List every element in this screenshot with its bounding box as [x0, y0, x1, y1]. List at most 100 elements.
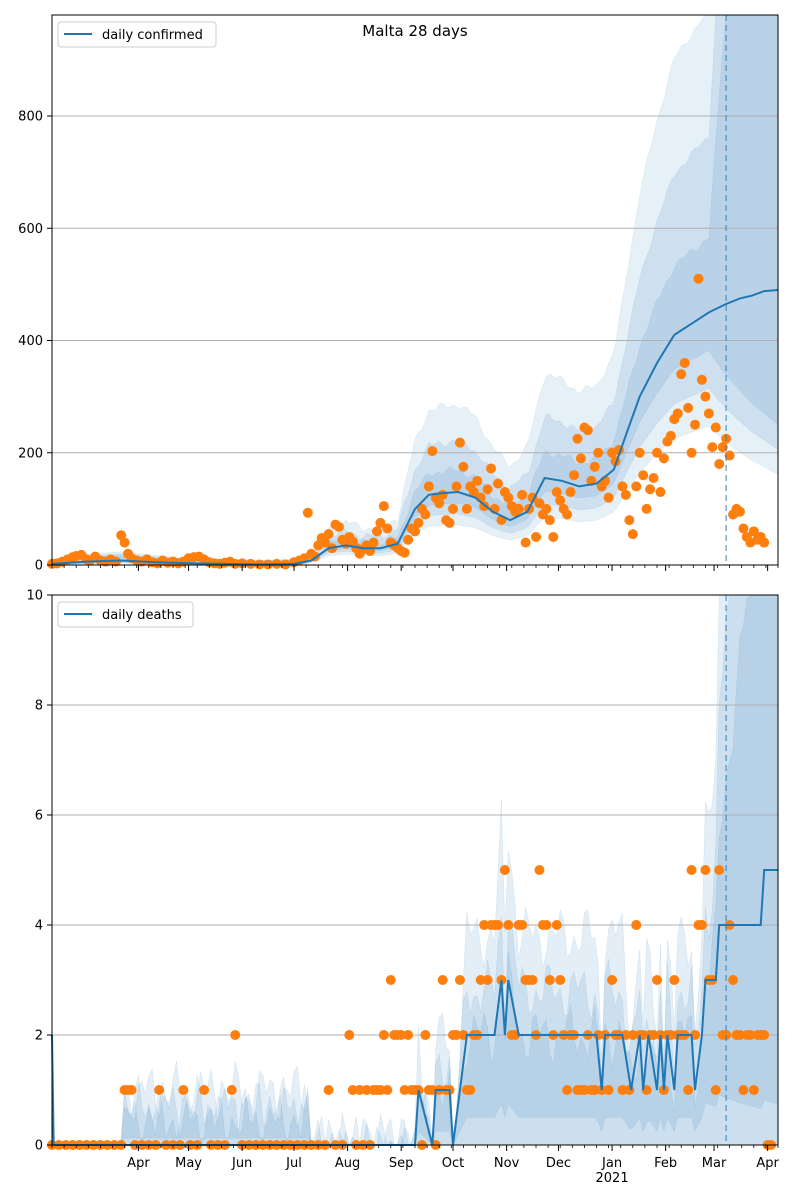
- data-point: [696, 374, 707, 385]
- data-point: [499, 865, 510, 875]
- confirmed-gridlines: [52, 115, 778, 454]
- data-point: [423, 481, 434, 492]
- data-point: [448, 503, 459, 514]
- data-point: [738, 523, 749, 534]
- data-point: [683, 1085, 694, 1095]
- data-point: [454, 437, 465, 448]
- data-point: [707, 442, 718, 453]
- data-point: [382, 1085, 393, 1095]
- data-point: [451, 1030, 462, 1040]
- y-tick-label: 600: [18, 222, 43, 237]
- data-point: [371, 526, 382, 537]
- y-tick-label: 10: [26, 589, 43, 604]
- data-point: [672, 408, 683, 419]
- data-point: [503, 920, 514, 930]
- series-line: [51, 869, 778, 1146]
- data-point: [565, 487, 576, 498]
- legend-box: [57, 601, 194, 628]
- data-point: [627, 1030, 638, 1040]
- data-point: [627, 529, 638, 540]
- data-point: [634, 447, 645, 458]
- data-point: [479, 920, 490, 930]
- data-point: [738, 1085, 749, 1095]
- x-year-label: 2021: [596, 1171, 629, 1186]
- data-point: [544, 515, 555, 526]
- data-point: [475, 975, 486, 985]
- x-tick-label: Aug: [335, 1156, 360, 1171]
- data-point: [226, 1085, 237, 1095]
- data-point: [368, 537, 379, 548]
- data-point: [465, 1085, 476, 1095]
- data-point: [323, 1085, 334, 1095]
- data-point: [679, 357, 690, 368]
- y-tick-label: 400: [18, 334, 43, 349]
- data-point: [378, 1030, 389, 1040]
- data-point: [333, 521, 344, 532]
- y-tick-label: 6: [35, 809, 43, 824]
- data-point: [603, 492, 614, 503]
- legend-label-confirmed: daily confirmed: [102, 28, 203, 43]
- data-point: [617, 1085, 628, 1095]
- data-point: [399, 1085, 410, 1095]
- data-point: [458, 461, 469, 472]
- data-point: [593, 1030, 604, 1040]
- x-tick-label: Nov: [494, 1156, 520, 1171]
- data-point: [700, 391, 711, 402]
- data-point: [648, 1030, 659, 1040]
- data-point: [403, 1030, 414, 1040]
- y-tick-label: 0: [35, 1139, 43, 1154]
- data-point: [541, 503, 552, 514]
- data-point: [703, 408, 714, 419]
- data-point: [126, 1085, 137, 1095]
- data-point: [551, 487, 562, 498]
- data-point: [375, 517, 386, 528]
- data-point: [444, 517, 455, 528]
- data-point: [617, 481, 628, 492]
- data-point: [382, 523, 393, 534]
- data-point: [551, 920, 562, 930]
- confirmed-legend: daily confirmed: [57, 21, 217, 48]
- y-tick-label: 0: [35, 559, 43, 574]
- data-point: [748, 1085, 759, 1095]
- series-line: [51, 289, 779, 566]
- data-point: [759, 1030, 770, 1040]
- confirmed-marks: [47, 15, 779, 570]
- data-point: [437, 489, 448, 500]
- data-point: [714, 458, 725, 469]
- data-point: [482, 484, 493, 495]
- data-point: [178, 1085, 189, 1095]
- data-point: [589, 461, 600, 472]
- x-tick-label: Mar: [702, 1156, 727, 1171]
- data-point: [676, 369, 687, 380]
- confirmed-axes: 0 200 400 600 800: [18, 110, 779, 574]
- data-point: [347, 1085, 358, 1095]
- data-point: [378, 501, 389, 512]
- data-point: [665, 430, 676, 441]
- chart-title: Malta 28 days: [362, 22, 468, 40]
- data-point: [696, 920, 707, 930]
- data-point: [734, 506, 745, 517]
- data-point: [410, 526, 420, 537]
- data-point: [734, 1030, 745, 1040]
- x-tick-label: Dec: [546, 1156, 571, 1171]
- data-point: [361, 1085, 372, 1095]
- deaths-panel: 0 2 4 6 8 10 Apr May Jun Jul Aug Sep Oct Nov Dec Jan Feb…: [26, 589, 779, 1187]
- data-point: [482, 975, 493, 985]
- data-point: [645, 484, 656, 495]
- data-point: [724, 450, 735, 461]
- data-point: [454, 975, 465, 985]
- data-point: [534, 498, 545, 509]
- data-point: [717, 442, 728, 453]
- data-point: [652, 975, 662, 985]
- data-point: [396, 1030, 407, 1040]
- data-point: [541, 920, 552, 930]
- data-point: [461, 503, 472, 514]
- x-tick-label: May: [175, 1156, 202, 1171]
- data-point: [492, 478, 503, 489]
- data-point: [700, 865, 711, 875]
- data-point: [320, 537, 331, 548]
- data-point: [344, 1030, 355, 1040]
- data-point: [354, 1085, 365, 1095]
- data-point: [534, 865, 545, 875]
- data-point: [579, 1085, 590, 1095]
